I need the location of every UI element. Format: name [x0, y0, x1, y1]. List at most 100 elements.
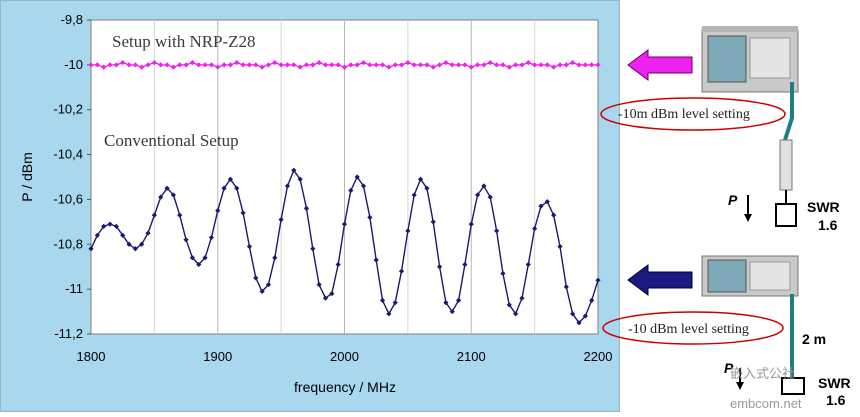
- data-point: [227, 62, 234, 68]
- chart: 1800 1900 2000 2100 2200 -9,8 -10 -10,2 -10,4 -1…: [19, 12, 613, 395]
- data-point: [316, 282, 322, 288]
- data-point: [589, 297, 595, 303]
- data-point: [101, 223, 107, 229]
- data-point: [582, 62, 588, 68]
- x-axis-title: frequency / MHz: [294, 379, 396, 395]
- data-point: [208, 62, 215, 68]
- data-point: [348, 62, 354, 68]
- data-point: [196, 62, 202, 68]
- data-point: [551, 212, 557, 218]
- data-point: [310, 246, 316, 252]
- data-point: [259, 64, 265, 70]
- data-point: [430, 219, 436, 225]
- power-symbol: P: [728, 192, 738, 208]
- data-point: [373, 62, 379, 68]
- data-point: [532, 225, 538, 232]
- data-point: [291, 62, 297, 68]
- data-point: [297, 64, 303, 70]
- data-point: [145, 230, 151, 236]
- y-tick-label: -10,4: [53, 147, 83, 162]
- data-point: [563, 62, 569, 68]
- data-point: [398, 62, 405, 68]
- data-point: [221, 185, 227, 191]
- data-point: [158, 62, 164, 68]
- data-point: [132, 62, 138, 68]
- data-point: [551, 64, 557, 70]
- data-point: [246, 243, 253, 250]
- data-point: [329, 62, 335, 68]
- x-tick-labels: 1800 1900 2000 2100 2200: [77, 349, 613, 364]
- data-point: [202, 255, 208, 261]
- data-point: [113, 62, 119, 68]
- data-point: [265, 282, 272, 288]
- data-point: [145, 62, 151, 68]
- dut-box-icon: [775, 203, 797, 227]
- data-point: [417, 62, 424, 68]
- data-point: [354, 62, 360, 68]
- data-point: [513, 62, 519, 68]
- data-point: [386, 64, 392, 70]
- data-point: [360, 183, 367, 189]
- data-point: [360, 60, 367, 66]
- y-tick-label: -10: [64, 57, 83, 72]
- data-point: [557, 243, 563, 250]
- swr-label: SWR: [807, 199, 840, 215]
- data-point: [500, 62, 506, 68]
- data-point: [107, 221, 113, 227]
- data-point: [481, 183, 487, 189]
- top-level-setting-label: -10m dBm level setting: [618, 107, 750, 122]
- cable-icon: [783, 82, 794, 141]
- data-point: [506, 302, 512, 308]
- data-point: [474, 192, 481, 198]
- data-point: [487, 194, 493, 200]
- data-point: [101, 64, 107, 70]
- data-point: [354, 174, 360, 180]
- data-point: [341, 221, 348, 227]
- data-point: [373, 257, 379, 263]
- data-point: [481, 62, 487, 68]
- data-point: [151, 212, 157, 218]
- series-layer: [88, 60, 601, 326]
- data-point: [189, 60, 195, 66]
- data-point: [107, 62, 113, 68]
- data-point: [253, 275, 259, 281]
- y-axis-title: P / dBm: [19, 152, 35, 202]
- data-point: [88, 246, 94, 252]
- data-point: [532, 62, 538, 68]
- data-point: [151, 60, 157, 66]
- data-point: [164, 185, 170, 191]
- data-point: [120, 60, 126, 66]
- data-point: [177, 62, 183, 68]
- data-point: [183, 62, 189, 68]
- data-point: [170, 64, 176, 70]
- data-point: [570, 311, 576, 317]
- data-point: [196, 261, 202, 268]
- data-point: [367, 214, 373, 220]
- data-point: [278, 217, 284, 223]
- data-point: [120, 232, 126, 238]
- data-point: [303, 62, 310, 68]
- signal-generator-icon: [701, 26, 799, 93]
- grid-lines: [153, 20, 536, 334]
- arrow-left-icon: [627, 264, 693, 296]
- data-point: [164, 62, 170, 68]
- x-tick-label: 2000: [330, 349, 359, 364]
- data-point: [519, 295, 525, 301]
- data-point: [272, 255, 278, 261]
- y-tick-labels: -9,8 -10 -10,2 -10,4 -10,6 -10,8 -11 -11,2: [53, 12, 91, 341]
- data-point: [576, 62, 582, 68]
- data-point: [94, 232, 100, 238]
- data-point: [455, 62, 462, 68]
- data-point: [139, 241, 145, 247]
- data-point: [208, 234, 215, 241]
- data-point: [132, 246, 138, 252]
- data-point: [335, 62, 341, 68]
- data-point: [88, 62, 94, 68]
- data-point: [94, 62, 100, 68]
- data-point: [462, 261, 468, 268]
- watermark-url: embcom.net: [730, 396, 802, 411]
- data-point: [513, 311, 519, 317]
- data-point: [563, 284, 569, 290]
- data-point: [544, 62, 550, 68]
- power-symbol: P: [724, 360, 734, 376]
